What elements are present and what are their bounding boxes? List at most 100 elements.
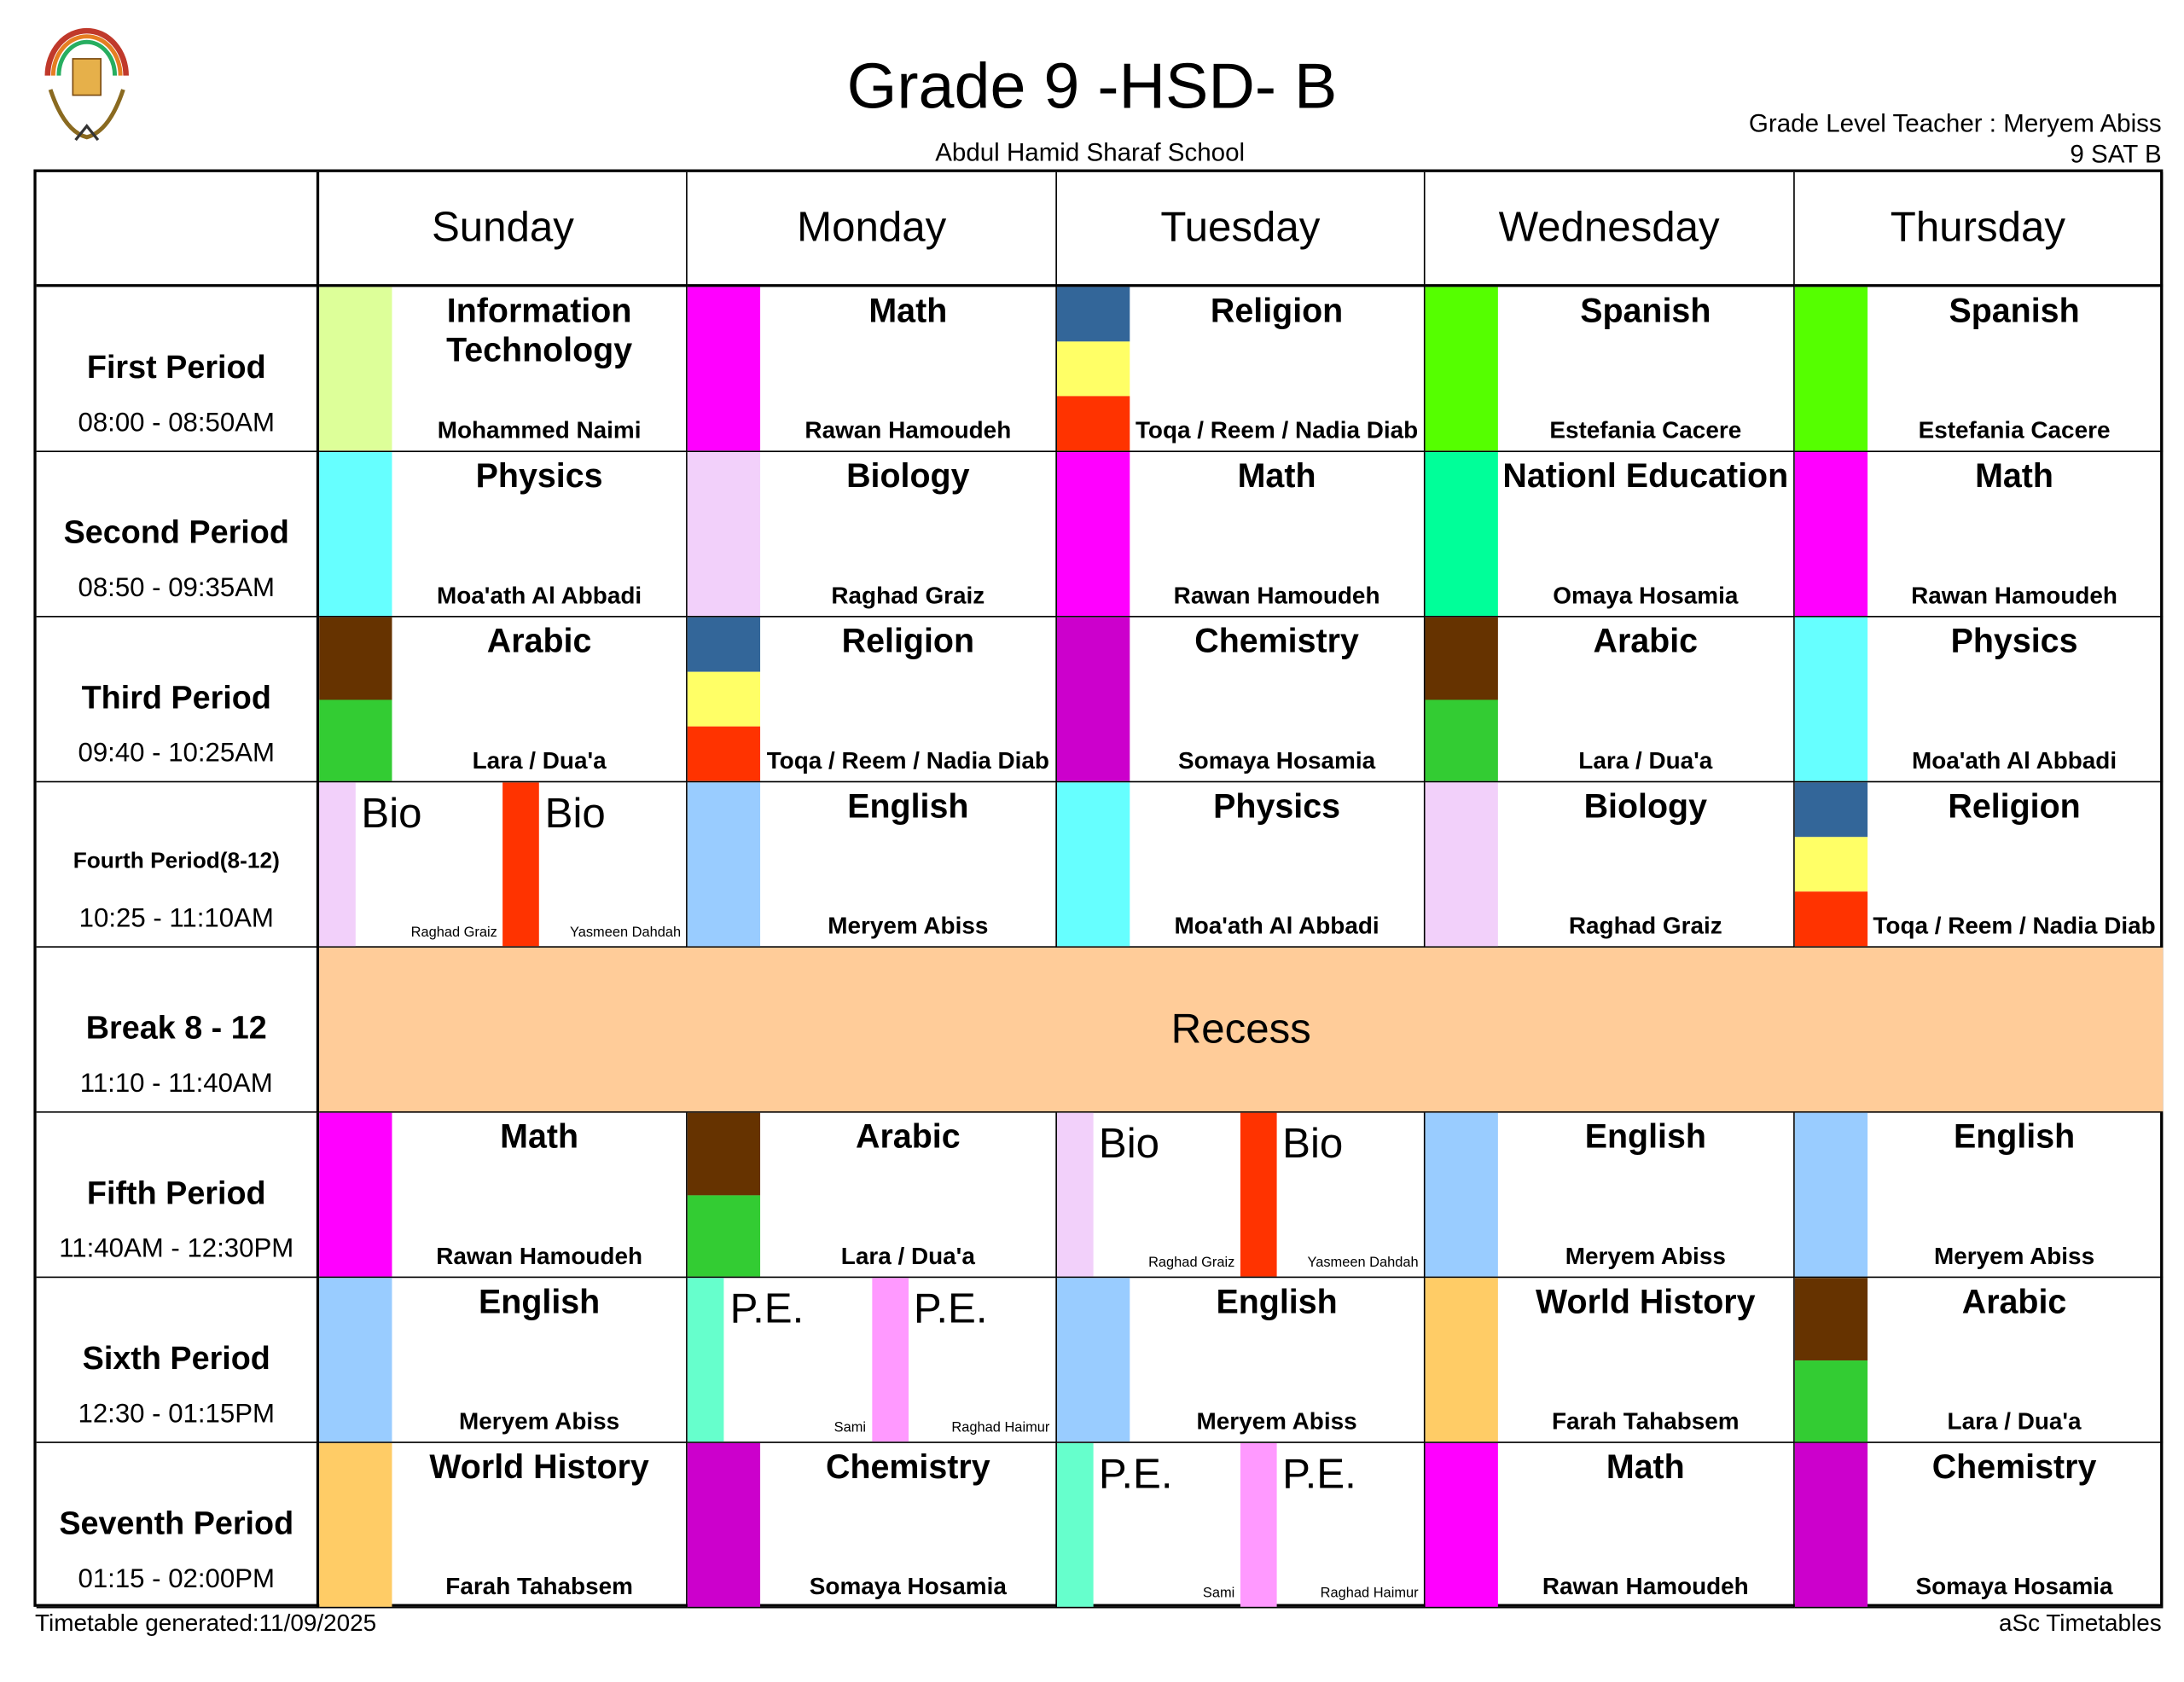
subject-name: English bbox=[1953, 1118, 2076, 1157]
color-band bbox=[319, 1442, 392, 1607]
subject-name: Information Technology bbox=[446, 292, 633, 370]
subject-color-strip bbox=[1794, 1112, 1867, 1277]
subject-name: Math bbox=[868, 292, 948, 331]
teacher-name: Raghad Haimur bbox=[951, 1420, 1050, 1436]
color-band bbox=[688, 726, 761, 781]
subject-name: Arabic bbox=[1593, 623, 1699, 661]
teacher-name: Raghad Graiz bbox=[1148, 1255, 1235, 1272]
lesson-cell: Bio Raghad Graiz Bio Yasmeen Dahdah bbox=[1056, 1112, 1426, 1279]
subject-color-strip bbox=[1056, 287, 1130, 451]
lesson-cell: Chemistry Somaya Hosamia bbox=[688, 1442, 1057, 1609]
subject-name: Chemistry bbox=[826, 1448, 990, 1487]
subject-name: P.E. bbox=[913, 1286, 988, 1333]
color-band bbox=[1056, 1278, 1130, 1442]
subject-color-strip bbox=[1794, 1278, 1867, 1442]
lesson-cell: Arabic Lara / Dua'a bbox=[319, 617, 688, 783]
teacher-name: Moa'ath Al Abbadi bbox=[1174, 912, 1380, 940]
subject-color-strip bbox=[1794, 1442, 1867, 1607]
teacher-name: Somaya Hosamia bbox=[1915, 1573, 2113, 1600]
teacher-name: Meryem Abiss bbox=[1196, 1407, 1357, 1436]
subject-color-strip bbox=[1425, 1112, 1499, 1277]
color-band bbox=[688, 452, 761, 617]
teacher-name: Lara / Dua'a bbox=[1578, 747, 1713, 774]
subject-color-strip bbox=[688, 782, 761, 947]
subject-name: Religion bbox=[1948, 787, 2081, 826]
color-band bbox=[1794, 891, 1867, 947]
teacher-name: Sami bbox=[1202, 1586, 1235, 1602]
color-band bbox=[1425, 699, 1499, 781]
teacher-name: Sami bbox=[834, 1420, 867, 1436]
teacher-info: Grade Level Teacher : Meryem Abiss 9 SAT… bbox=[1749, 107, 2162, 169]
color-band bbox=[1056, 396, 1130, 451]
lesson-cell: English Meryem Abiss bbox=[1056, 1278, 1426, 1443]
subject-name: Spanish bbox=[1580, 292, 1711, 331]
subject-color-strip bbox=[1794, 782, 1867, 947]
teacher-name: Yasmeen Dahdah bbox=[1307, 1255, 1419, 1272]
teacher-name: Mohammed Naimi bbox=[437, 417, 642, 444]
color-band bbox=[688, 617, 761, 672]
subject-name: English bbox=[847, 787, 969, 826]
subject-name: Chemistry bbox=[1194, 623, 1359, 661]
corner-cell bbox=[36, 171, 320, 287]
period-name: First Period bbox=[86, 348, 266, 386]
color-band bbox=[688, 287, 761, 451]
teacher-name: Omaya Hosamia bbox=[1553, 582, 1739, 609]
period-label: Fourth Period(8-12) 10:25 - 11:10AM bbox=[36, 782, 320, 948]
lesson-cell: English Meryem Abiss bbox=[1794, 1112, 2164, 1279]
color-band bbox=[319, 1278, 392, 1442]
color-band bbox=[1794, 287, 1867, 451]
color-band bbox=[1425, 1442, 1499, 1607]
teacher-name: Lara / Dua'a bbox=[840, 1243, 975, 1270]
teacher-name: Rawan Hamoudeh bbox=[804, 417, 1012, 444]
lesson-cell: World History Farah Tahabsem bbox=[319, 1442, 688, 1609]
teacher-name: Meryem Abiss bbox=[1933, 1243, 2095, 1270]
subject-color-strip bbox=[1425, 452, 1499, 617]
color-band bbox=[1425, 287, 1499, 451]
lesson-cell: Math Rawan Hamoudeh bbox=[319, 1112, 688, 1279]
page-title: Grade 9 -HSD- B bbox=[846, 49, 1338, 122]
subject-color-strip bbox=[1056, 452, 1130, 617]
lesson-cell: Bio Raghad Graiz Bio Yasmeen Dahdah bbox=[319, 782, 688, 948]
color-band bbox=[1056, 287, 1130, 342]
teacher-name: Estefania Cacere bbox=[1549, 417, 1742, 444]
period-time: 08:00 - 08:50AM bbox=[78, 409, 276, 438]
period-label: Sixth Period 12:30 - 01:15PM bbox=[36, 1278, 320, 1443]
subject-color-strip bbox=[688, 617, 761, 781]
subject-color-strip bbox=[1794, 452, 1867, 617]
lesson-cell: Biology Raghad Graiz bbox=[688, 452, 1057, 618]
subject-color-strip bbox=[319, 287, 392, 451]
lesson-cell: Math Rawan Hamoudeh bbox=[1056, 452, 1426, 618]
period-name: Second Period bbox=[63, 513, 289, 550]
lesson-cell: Physics Moa'ath Al Abbadi bbox=[319, 452, 688, 618]
period-label: Third Period 09:40 - 10:25AM bbox=[36, 617, 320, 783]
split-lesson: P.E. Raghad Haimur bbox=[1240, 1442, 1424, 1607]
color-band bbox=[1794, 1442, 1867, 1607]
lesson-cell: English Meryem Abiss bbox=[319, 1278, 688, 1443]
color-band bbox=[1056, 341, 1130, 397]
period-time: 12:30 - 01:15PM bbox=[78, 1400, 276, 1430]
subject-color-strip bbox=[1425, 287, 1499, 451]
subject-name: English bbox=[478, 1283, 601, 1322]
split-lesson: Bio Raghad Graiz bbox=[319, 782, 502, 947]
teacher-name: Raghad Graiz bbox=[831, 582, 985, 609]
subject-color-strip bbox=[1056, 1278, 1130, 1442]
subject-name: Physics bbox=[1213, 787, 1341, 826]
color-band bbox=[1794, 1360, 1867, 1442]
lesson-cell: P.E. Sami P.E. Raghad Haimur bbox=[1056, 1442, 1426, 1609]
lesson-cell: Spanish Estefania Cacere bbox=[1425, 287, 1795, 453]
teacher-name: Rawan Hamoudeh bbox=[1542, 1573, 1749, 1600]
color-band bbox=[319, 617, 392, 699]
period-time: 08:50 - 09:35AM bbox=[78, 573, 276, 604]
color-band bbox=[319, 287, 392, 451]
subject-color-strip bbox=[1056, 617, 1130, 781]
subject-name: P.E. bbox=[729, 1286, 804, 1333]
subject-name: Bio bbox=[544, 791, 606, 838]
subject-color-strip bbox=[1056, 1442, 1094, 1607]
color-band bbox=[688, 1112, 761, 1195]
subject-color-strip bbox=[688, 452, 761, 617]
period-name: Break 8 - 12 bbox=[85, 1009, 267, 1046]
teacher-name: Somaya Hosamia bbox=[809, 1573, 1007, 1600]
subject-color-strip bbox=[688, 1442, 761, 1607]
color-band bbox=[1794, 1112, 1867, 1277]
subject-name: Arabic bbox=[486, 623, 592, 661]
